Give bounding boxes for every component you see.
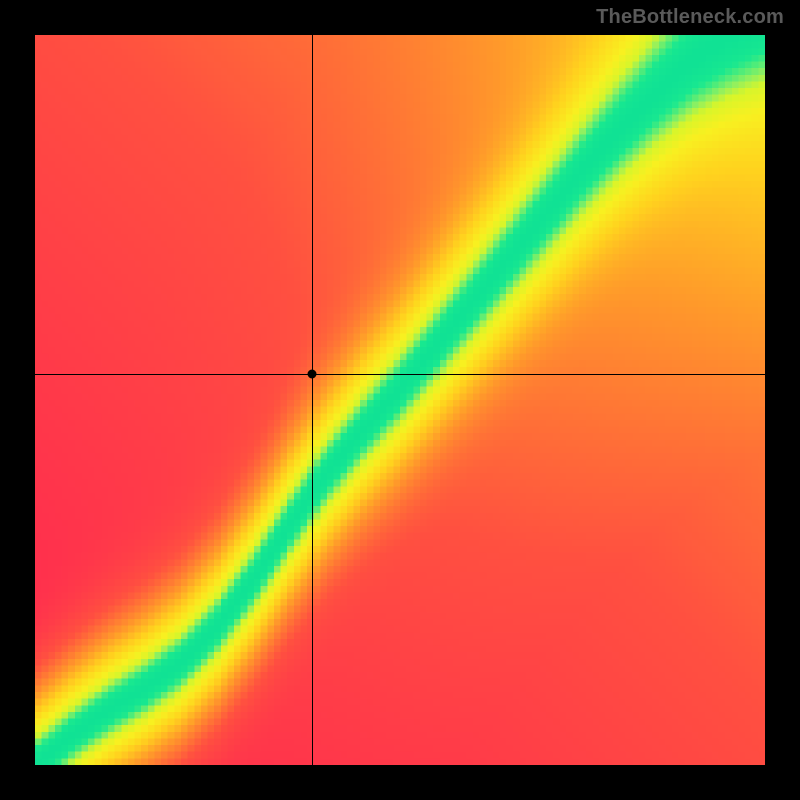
watermark-text: TheBottleneck.com [596, 6, 784, 29]
chart-container: TheBottleneck.com [0, 0, 800, 800]
crosshair-horizontal [35, 374, 765, 375]
heatmap-canvas [35, 35, 765, 765]
marker-dot [308, 370, 317, 379]
crosshair-vertical [312, 35, 313, 765]
plot-area [35, 35, 765, 765]
